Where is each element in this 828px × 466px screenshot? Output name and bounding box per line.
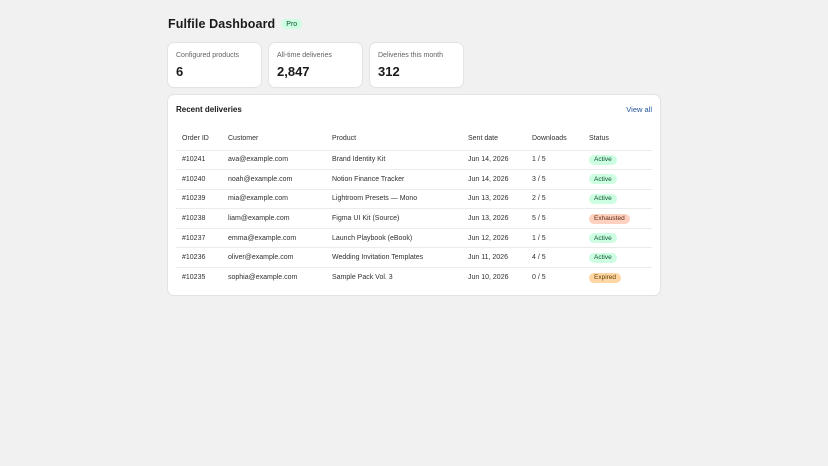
table-row[interactable]: #10238 liam@example.com Figma UI Kit (Sour… (176, 208, 652, 229)
card-header: Recent deliveries View all (176, 104, 652, 114)
card-title: Recent deliveries (176, 104, 242, 114)
status-badge: Active (589, 193, 617, 204)
status-cell: Active (583, 247, 652, 269)
product-cell: Sample Pack Vol. 3 (332, 274, 393, 282)
order-id-cell: #10236 (176, 247, 222, 269)
downloads-cell: 1 / 5 (526, 150, 583, 171)
page-header: Fulfile Dashboard Pro (168, 16, 660, 32)
order-id-cell: #10235 (182, 274, 206, 282)
downloads-cell: 2 / 5 (526, 189, 583, 210)
column-header-status: Status (583, 127, 652, 151)
table-header-row: Order ID Customer Product Sent date Down… (176, 127, 652, 151)
table-row[interactable]: #10241 ava@example.com Brand Identity Kit J… (176, 150, 652, 171)
stat-card-all-time-deliveries: All-time deliveries 2,847 (269, 43, 362, 87)
table-row[interactable]: #10239 mia@example.com Lightroom Presets —… (176, 189, 652, 210)
column-header-sent-date: Sent date (462, 127, 526, 151)
stat-card-configured-products: Configured products 6 (168, 43, 261, 87)
downloads-cell: 3 / 5 (526, 169, 583, 190)
stat-value: 2,847 (277, 64, 310, 79)
page-title: Fulfile Dashboard (168, 17, 276, 31)
column-header-downloads: Downloads (526, 127, 583, 151)
stat-value: 6 (176, 64, 184, 79)
status-badge: Exhausted (589, 213, 630, 224)
stat-label: Deliveries this month (378, 52, 443, 59)
order-id-cell: #10237 (176, 228, 222, 249)
stats-row: Configured products 6 All-time deliverie… (168, 43, 660, 87)
table-row[interactable]: #10236 oliver@example.com Wedding Invitati… (176, 247, 652, 269)
downloads-cell: 4 / 5 (526, 247, 583, 269)
stat-label: Configured products (176, 52, 240, 59)
customer-cell: ava@example.com (222, 150, 326, 171)
table-row[interactable]: #10235 sophia@example.com Sample Pack Vol.… (176, 268, 652, 288)
column-header-customer: Customer (222, 127, 326, 151)
plan-badge: Pro (281, 19, 303, 29)
sent-date-cell: Jun 14, 2026 (462, 150, 526, 171)
product-cell: Launch Playbook (eBook) (326, 228, 462, 249)
dashboard-page: Fulfile Dashboard Pro Configured product… (168, 16, 660, 296)
status-cell: Active (583, 189, 652, 210)
column-header-order-id: Order ID (176, 127, 222, 151)
order-id-cell: #10239 (176, 189, 222, 210)
status-badge: Active (589, 252, 617, 263)
status-cell: Active (583, 228, 652, 249)
product-cell: Brand Identity Kit (326, 150, 462, 171)
table-row[interactable]: #10237 emma@example.com Launch Playbook (e… (176, 228, 652, 249)
stat-label: All-time deliveries (277, 52, 332, 59)
status-badge: Expired (589, 272, 622, 283)
recent-deliveries-card: Recent deliveries View all Order ID Cust… (168, 95, 660, 296)
status-badge: Active (589, 174, 617, 185)
sent-date-cell: Jun 14, 2026 (462, 169, 526, 190)
order-id-cell: #10241 (176, 150, 222, 171)
customer-cell: sophia@example.com (228, 274, 298, 282)
stat-card-deliveries-this-month: Deliveries this month 312 (370, 43, 463, 87)
column-header-product: Product (326, 127, 462, 151)
sent-date-cell: Jun 10, 2026 (468, 274, 509, 282)
status-badge: Active (589, 233, 617, 244)
downloads-cell: 1 / 5 (526, 228, 583, 249)
stat-value: 312 (378, 64, 400, 79)
customer-cell: liam@example.com (222, 208, 326, 229)
downloads-cell: 0 / 5 (532, 274, 546, 282)
product-cell: Wedding Invitation Templates (326, 247, 462, 269)
downloads-cell: 5 / 5 (526, 208, 583, 229)
order-id-cell: #10240 (176, 169, 222, 190)
view-all-link[interactable]: View all (626, 104, 652, 114)
status-cell: Expired (583, 268, 652, 288)
sent-date-cell: Jun 13, 2026 (462, 208, 526, 229)
status-badge: Active (589, 154, 617, 165)
sent-date-cell: Jun 13, 2026 (462, 189, 526, 210)
order-id-cell: #10238 (176, 208, 222, 229)
deliveries-table: Order ID Customer Product Sent date Down… (176, 127, 652, 287)
customer-cell: mia@example.com (222, 189, 326, 210)
customer-cell: noah@example.com (222, 169, 326, 190)
product-cell: Notion Finance Tracker (326, 169, 462, 190)
status-cell: Active (583, 150, 652, 171)
table-row[interactable]: #10240 noah@example.com Notion Finance Tra… (176, 169, 652, 190)
product-cell: Figma UI Kit (Source) (326, 208, 462, 229)
sent-date-cell: Jun 12, 2026 (462, 228, 526, 249)
sent-date-cell: Jun 11, 2026 (462, 247, 526, 269)
customer-cell: oliver@example.com (222, 247, 326, 269)
status-cell: Active (583, 169, 652, 190)
product-cell: Lightroom Presets — Mono (326, 189, 462, 210)
customer-cell: emma@example.com (222, 228, 326, 249)
status-cell: Exhausted (583, 208, 652, 229)
